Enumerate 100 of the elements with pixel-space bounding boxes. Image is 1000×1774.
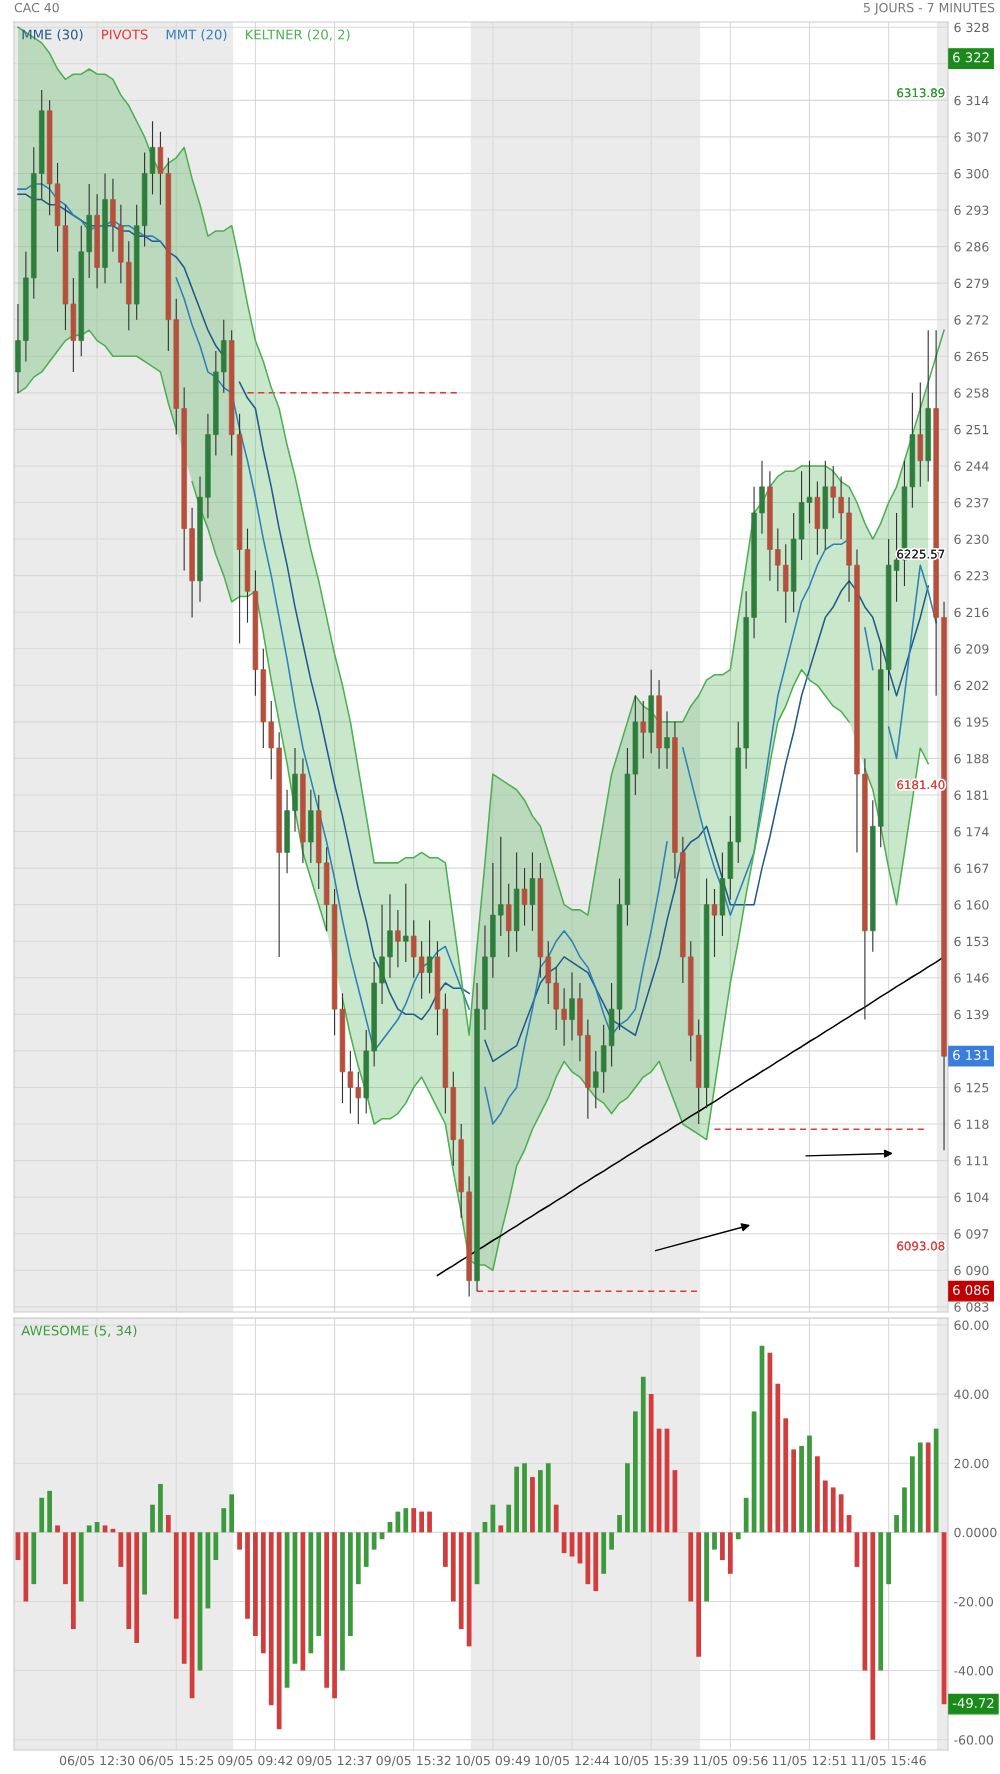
bar	[427, 1511, 432, 1533]
bar	[308, 1532, 314, 1654]
y-tick-label: 6 279	[954, 278, 989, 289]
annotation: 6093.08	[897, 1241, 945, 1251]
bar	[371, 1532, 377, 1550]
y-tick-label: 6 251	[954, 424, 989, 435]
bar	[933, 1428, 939, 1533]
bar	[173, 1532, 179, 1619]
x-tick-label: 06/05 12:30	[59, 1755, 135, 1767]
x-tick-label: 10/05 09:49	[456, 1755, 530, 1767]
candlestick	[838, 475, 844, 540]
y-tick-label: 6 237	[954, 497, 989, 508]
bar	[585, 1532, 591, 1585]
bar	[466, 1532, 472, 1647]
text: MMT (20)	[166, 29, 227, 42]
bar	[640, 1376, 646, 1533]
y-tick-label: 6 293	[954, 205, 989, 215]
y-tick-label: 20.00	[954, 1458, 989, 1469]
bar	[245, 1532, 250, 1619]
bar	[720, 1532, 725, 1560]
bar	[403, 1508, 409, 1533]
bar	[39, 1497, 45, 1533]
bar	[648, 1394, 654, 1533]
text: 6 131	[953, 1049, 989, 1060]
bar	[134, 1532, 140, 1643]
x-tick-label: 09/05 12:37	[297, 1755, 372, 1767]
y-tick-label: -60.00	[954, 1735, 994, 1745]
y-tick-label: 6 188	[954, 753, 989, 764]
bar	[838, 1494, 844, 1533]
y-tick-label: 6 090	[954, 1265, 989, 1276]
bar	[617, 1515, 622, 1533]
bar	[340, 1532, 345, 1671]
bar	[181, 1532, 187, 1664]
bar	[632, 1411, 638, 1533]
bar	[822, 1480, 828, 1533]
bar	[522, 1463, 527, 1533]
x-tick-label: 11/05 15:46	[852, 1755, 926, 1767]
candlestick	[569, 972, 575, 1042]
y-tick-label: 6 258	[954, 388, 989, 398]
bar	[150, 1504, 155, 1533]
bar	[23, 1532, 29, 1602]
bar	[553, 1504, 559, 1533]
bar	[688, 1532, 694, 1602]
y-tick-label: 6 139	[954, 1009, 989, 1020]
y-tick-label: 6 111	[954, 1156, 989, 1166]
bar	[917, 1442, 923, 1533]
y-tick-label: 6 174	[954, 827, 989, 837]
bar	[165, 1515, 171, 1533]
bar	[419, 1511, 425, 1533]
bar	[86, 1525, 92, 1533]
chart-title: CAC 40	[14, 2, 59, 13]
bar	[791, 1449, 797, 1533]
bar	[625, 1463, 630, 1533]
bar	[268, 1532, 274, 1706]
y-tick-label: 6 118	[954, 1119, 989, 1129]
y-tick-label: 6 104	[954, 1192, 989, 1203]
bar	[332, 1532, 337, 1699]
bar	[276, 1532, 282, 1730]
bar	[63, 1532, 68, 1585]
text: -49.72	[952, 1698, 994, 1708]
bar	[458, 1532, 464, 1630]
candlestick	[426, 919, 433, 995]
bar	[348, 1532, 353, 1637]
text: KELTNER (20, 2)	[245, 29, 350, 42]
text: AWESOME (5, 34)	[21, 1325, 137, 1338]
x-tick-label: 10/05 12:44	[535, 1755, 610, 1767]
y-tick-label: 6 181	[954, 790, 989, 800]
bar	[514, 1466, 519, 1533]
y-tick-label: 6 300	[954, 168, 989, 179]
bar	[799, 1445, 804, 1533]
y-tick-label: 6 272	[954, 315, 989, 325]
text: 5 JOURS - 7 MINUTES	[863, 2, 995, 15]
y-tick-label: 0.0000	[954, 1527, 997, 1538]
bar	[902, 1487, 907, 1533]
bar	[142, 1532, 147, 1595]
text: 6 322	[953, 52, 989, 63]
bar	[696, 1532, 702, 1657]
bar	[78, 1532, 84, 1602]
bar	[260, 1532, 266, 1654]
bar	[530, 1477, 535, 1533]
candlestick	[711, 888, 718, 958]
x-tick-label: 09/05 15:32	[376, 1755, 451, 1767]
candlestick	[664, 710, 670, 770]
bar	[158, 1483, 163, 1533]
bar	[925, 1442, 931, 1533]
x-tick-label: 06/05 15:25	[139, 1755, 214, 1767]
line-series	[17, 26, 945, 1037]
y-tick-label: -40.00	[954, 1666, 994, 1676]
candlestick	[830, 465, 836, 519]
bar	[70, 1532, 76, 1630]
candlestick	[640, 700, 646, 759]
bar	[712, 1532, 717, 1550]
bar	[894, 1515, 899, 1533]
bar	[55, 1525, 60, 1533]
bar	[783, 1418, 789, 1533]
y-tick-label: 6 244	[954, 461, 989, 471]
bar	[443, 1532, 448, 1567]
y-tick-label: 6 216	[954, 607, 989, 618]
bar	[743, 1497, 749, 1533]
y-tick-label: 6 230	[954, 534, 989, 544]
